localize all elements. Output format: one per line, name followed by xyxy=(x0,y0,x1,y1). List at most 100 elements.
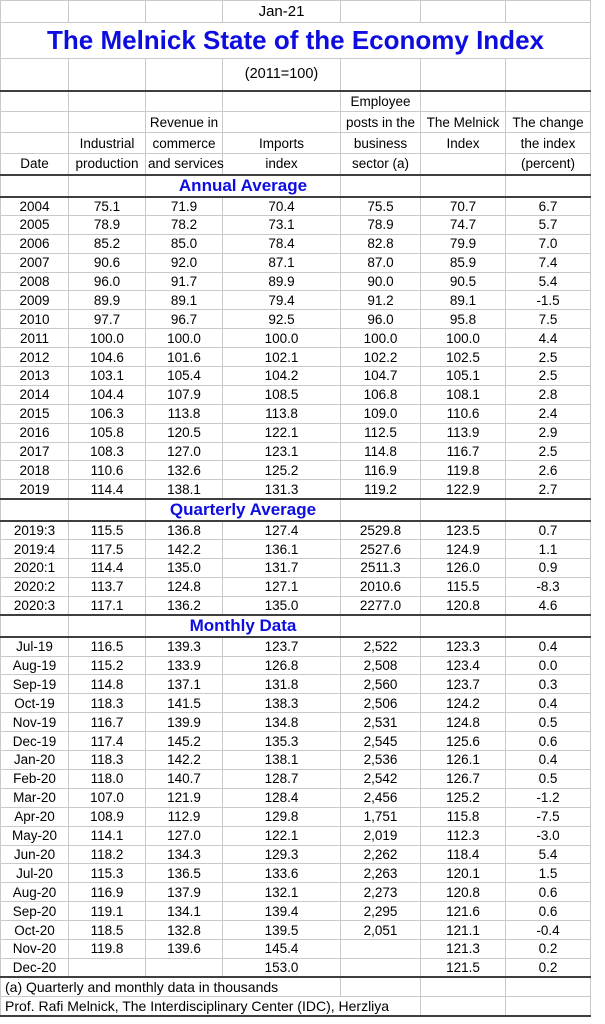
value-cell: 135.0 xyxy=(222,595,341,616)
value-cell: 2,263 xyxy=(340,863,421,884)
table-row: 2010 97.7 96.7 92.5 96.0 95.8 7.5 xyxy=(0,309,591,330)
table-row: Oct-19 118.3 141.5 138.3 2,506 124.2 0.4 xyxy=(0,693,591,714)
table-row: Oct-20 118.5 132.8 139.5 2,051 121.1 -0.4 xyxy=(0,920,591,940)
value-cell: 87.0 xyxy=(340,252,421,273)
value-cell: 0.6 xyxy=(505,901,591,922)
title-row: The Melnick State of the Economy Index xyxy=(0,22,591,59)
value-cell: 85.9 xyxy=(420,252,506,273)
value-cell: 89.1 xyxy=(145,290,223,311)
value-cell: 0.6 xyxy=(505,882,591,903)
date-cell: 2007 xyxy=(0,252,69,273)
value-cell: 97.7 xyxy=(68,309,146,330)
empty-cell xyxy=(420,996,506,1018)
column-header-cell: (percent) xyxy=(505,153,591,176)
table-row: Jul-19 116.5 139.3 123.7 2,522 123.3 0.4 xyxy=(0,636,591,657)
value-cell: 113.8 xyxy=(145,403,223,424)
table-row: 2015 106.3 113.8 113.8 109.0 110.6 2.4 xyxy=(0,403,591,424)
value-cell: 0.9 xyxy=(505,558,591,578)
date-cell: 2012 xyxy=(0,347,69,368)
empty-cell xyxy=(505,976,591,998)
value-cell: 124.9 xyxy=(420,539,506,560)
empty-cell xyxy=(68,0,146,23)
value-cell: 112.9 xyxy=(145,806,223,827)
value-cell: 70.4 xyxy=(222,196,341,216)
value-cell: 123.7 xyxy=(222,636,341,657)
value-cell: 2.8 xyxy=(505,384,591,405)
value-cell: 113.8 xyxy=(222,403,341,424)
value-cell: 129.3 xyxy=(222,844,341,865)
value-cell: 1,751 xyxy=(340,806,421,827)
value-cell: 126.1 xyxy=(420,750,506,770)
value-cell: 78.9 xyxy=(68,214,146,235)
empty-cell xyxy=(420,58,506,92)
date-cell: 2019:3 xyxy=(0,520,69,541)
table-row: Sep-19 114.8 137.1 131.8 2,560 123.7 0.3 xyxy=(0,674,591,695)
value-cell: 106.8 xyxy=(340,384,421,405)
date-cell: Aug-19 xyxy=(0,655,69,676)
table-row: 2019:3 115.5 136.8 127.4 2529.8 123.5 0.7 xyxy=(0,520,591,541)
value-cell: 138.3 xyxy=(222,693,341,714)
value-cell: 116.7 xyxy=(68,712,146,733)
date-cell: Mar-20 xyxy=(0,787,69,808)
value-cell: 2511.3 xyxy=(340,558,421,578)
date-cell: Jan-20 xyxy=(0,750,69,770)
value-cell: 0.2 xyxy=(505,957,591,978)
section-title: Monthly Data xyxy=(145,614,341,639)
value-cell: 2,051 xyxy=(340,920,421,940)
value-cell: 118.5 xyxy=(68,920,146,940)
value-cell: 105.8 xyxy=(68,422,146,443)
value-cell: 2,262 xyxy=(340,844,421,865)
value-cell: 96.0 xyxy=(68,271,146,292)
value-cell: 79.9 xyxy=(420,233,506,254)
value-cell: 2,273 xyxy=(340,882,421,903)
value-cell: 119.2 xyxy=(340,479,421,500)
value-cell: 0.6 xyxy=(505,731,591,752)
value-cell: 2,542 xyxy=(340,768,421,789)
value-cell: 119.8 xyxy=(420,460,506,481)
column-header-cell: sector (a) xyxy=(340,153,421,176)
table-row: Aug-19 115.2 133.9 126.8 2,508 123.4 0.0 xyxy=(0,655,591,676)
table-row: Dec-20 153.0 121.5 0.2 xyxy=(0,957,591,978)
value-cell: 100.0 xyxy=(145,328,223,349)
value-cell: 114.1 xyxy=(68,825,146,846)
subtitle-row: (2011=100) xyxy=(0,58,591,92)
value-cell: -7.5 xyxy=(505,806,591,827)
value-cell: 2,531 xyxy=(340,712,421,733)
value-cell xyxy=(340,938,421,959)
empty-cell xyxy=(68,614,146,639)
column-header-cell: Revenue in xyxy=(145,111,223,133)
section-header-row: Monthly Data xyxy=(0,614,591,639)
empty-cell xyxy=(68,111,146,133)
value-cell: 132.8 xyxy=(145,920,223,940)
value-cell: 7.5 xyxy=(505,309,591,330)
empty-cell xyxy=(340,497,421,522)
date-cell: 2019 xyxy=(0,479,69,500)
value-cell: 116.9 xyxy=(340,460,421,481)
value-cell: 102.1 xyxy=(222,347,341,368)
column-header-cell: The change xyxy=(505,111,591,133)
value-cell: 127.0 xyxy=(145,825,223,846)
value-cell: 145.4 xyxy=(222,938,341,959)
value-cell: 115.5 xyxy=(420,576,506,597)
date-cell: 2013 xyxy=(0,366,69,386)
date-cell: Sep-20 xyxy=(0,901,69,922)
value-cell: 89.9 xyxy=(68,290,146,311)
value-cell: 139.5 xyxy=(222,920,341,940)
value-cell: 122.1 xyxy=(222,825,341,846)
economy-index-table: Jan-21 The Melnick State of the Economy I… xyxy=(0,0,591,1018)
value-cell: 6.7 xyxy=(505,196,591,216)
value-cell: 122.1 xyxy=(222,422,341,443)
value-cell: 85.0 xyxy=(145,233,223,254)
value-cell: 96.0 xyxy=(340,309,421,330)
section-title: Quarterly Average xyxy=(145,497,341,522)
table-row: 2007 90.6 92.0 87.1 87.0 85.9 7.4 xyxy=(0,252,591,273)
table-row: May-20 114.1 127.0 122.1 2,019 112.3 -3.0 xyxy=(0,825,591,846)
empty-cell xyxy=(0,58,69,92)
value-cell: 123.3 xyxy=(420,636,506,657)
value-cell: 135.3 xyxy=(222,731,341,752)
table-row: 2013 103.1 105.4 104.2 104.7 105.1 2.5 xyxy=(0,366,591,386)
value-cell: 100.0 xyxy=(222,328,341,349)
value-cell: 73.1 xyxy=(222,214,341,235)
table-row: 2004 75.1 71.9 70.4 75.5 70.7 6.7 xyxy=(0,196,591,216)
value-cell: 137.9 xyxy=(145,882,223,903)
